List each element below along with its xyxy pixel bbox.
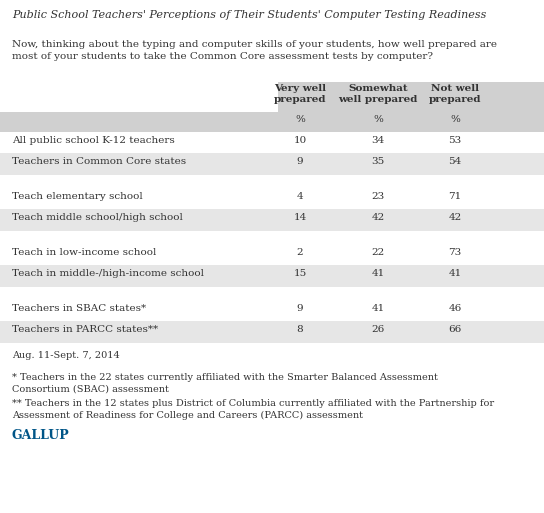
Text: 34: 34: [372, 136, 385, 145]
Bar: [0, 322, 544, 343]
Text: Now, thinking about the typing and computer skills of your students, how well pr: Now, thinking about the typing and compu…: [12, 40, 497, 61]
Text: Teach in middle-/high-income school: Teach in middle-/high-income school: [12, 269, 204, 279]
Text: ** Teachers in the 12 states plus District of Columbia currently affiliated with: ** Teachers in the 12 states plus Distri…: [12, 399, 494, 420]
Text: 9: 9: [296, 304, 304, 313]
Text: 35: 35: [372, 157, 385, 167]
Text: 41: 41: [372, 269, 385, 279]
Text: 4: 4: [296, 192, 304, 201]
Text: 54: 54: [448, 157, 462, 167]
Text: All public school K-12 teachers: All public school K-12 teachers: [12, 136, 175, 145]
Text: 9: 9: [296, 157, 304, 167]
Text: 8: 8: [296, 326, 304, 334]
Bar: [0, 266, 544, 287]
Bar: [0, 112, 544, 132]
Text: 66: 66: [448, 326, 462, 334]
Text: 14: 14: [293, 213, 307, 223]
Text: Somewhat
well prepared: Somewhat well prepared: [338, 84, 418, 104]
Text: 53: 53: [448, 136, 462, 145]
Text: 10: 10: [293, 136, 307, 145]
Bar: [0, 300, 544, 322]
Text: Teach in low-income school: Teach in low-income school: [12, 248, 156, 257]
Bar: [0, 132, 544, 153]
Text: Teach elementary school: Teach elementary school: [12, 192, 143, 201]
Text: Public School Teachers' Perceptions of Their Students' Computer Testing Readines: Public School Teachers' Perceptions of T…: [12, 10, 486, 20]
Text: Teachers in Common Core states: Teachers in Common Core states: [12, 157, 186, 167]
Text: Teachers in SBAC states*: Teachers in SBAC states*: [12, 304, 146, 313]
Text: 22: 22: [372, 248, 385, 257]
Text: 71: 71: [448, 192, 462, 201]
Text: Aug. 11-Sept. 7, 2014: Aug. 11-Sept. 7, 2014: [12, 351, 120, 360]
Text: 23: 23: [372, 192, 385, 201]
Text: %: %: [450, 115, 460, 124]
Text: * Teachers in the 22 states currently affiliated with the Smarter Balanced Asses: * Teachers in the 22 states currently af…: [12, 373, 438, 394]
Text: Very well
prepared: Very well prepared: [274, 84, 326, 104]
Text: %: %: [295, 115, 305, 124]
Bar: [0, 209, 544, 231]
Text: 46: 46: [448, 304, 462, 313]
Text: 2: 2: [296, 248, 304, 257]
Bar: [0, 153, 544, 175]
Bar: [0, 188, 544, 209]
Text: 15: 15: [293, 269, 307, 279]
Text: GALLUP: GALLUP: [12, 429, 70, 442]
Text: %: %: [373, 115, 383, 124]
Text: 26: 26: [372, 326, 385, 334]
Text: Teach middle school/high school: Teach middle school/high school: [12, 213, 183, 223]
Text: 41: 41: [448, 269, 462, 279]
Text: Teachers in PARCC states**: Teachers in PARCC states**: [12, 326, 158, 334]
Text: Not well
prepared: Not well prepared: [429, 84, 481, 104]
Text: 42: 42: [372, 213, 385, 223]
Text: 41: 41: [372, 304, 385, 313]
Bar: [278, 82, 544, 112]
Text: 42: 42: [448, 213, 462, 223]
Text: 73: 73: [448, 248, 462, 257]
Bar: [0, 244, 544, 266]
